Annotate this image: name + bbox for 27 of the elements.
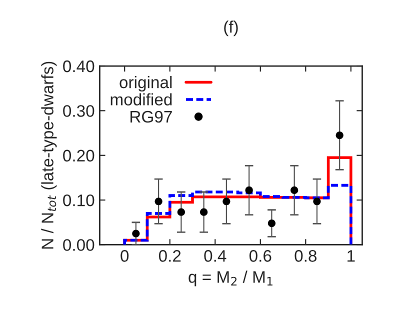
legend-label: RG97	[130, 110, 172, 123]
y-tick-label: 0.20	[63, 150, 94, 162]
y-axis-title: N / N$_{tot}$ (late-type-dwarfs)	[41, 62, 57, 249]
x-axis-title: q = M$_{2}$ / M$_{1}$	[188, 270, 272, 286]
x-tick-label: 1	[348, 250, 355, 262]
chart-title: (f)	[224, 20, 238, 36]
y-tick-label: 0.00	[63, 239, 94, 251]
x-tick-label: 0	[120, 250, 129, 262]
point	[336, 131, 344, 140]
point	[268, 219, 276, 228]
point	[290, 186, 298, 194]
legend-label: modified	[110, 93, 172, 106]
point	[177, 208, 185, 216]
legend-label: original	[120, 76, 172, 92]
y-tick-label: 0.10	[63, 194, 94, 206]
point	[154, 198, 162, 206]
point	[222, 198, 230, 206]
x-tick-label: 0.2	[158, 250, 181, 262]
point	[200, 208, 208, 216]
point	[245, 186, 253, 194]
y-tick-label: 0.40	[63, 60, 94, 72]
x-tick-label: 0.8	[294, 250, 317, 262]
y-tick-label: 0.30	[63, 105, 94, 117]
x-tick-label: 0.4	[204, 250, 226, 262]
point	[132, 230, 140, 238]
point	[313, 198, 321, 206]
x-tick-label: 0.6	[249, 250, 272, 262]
